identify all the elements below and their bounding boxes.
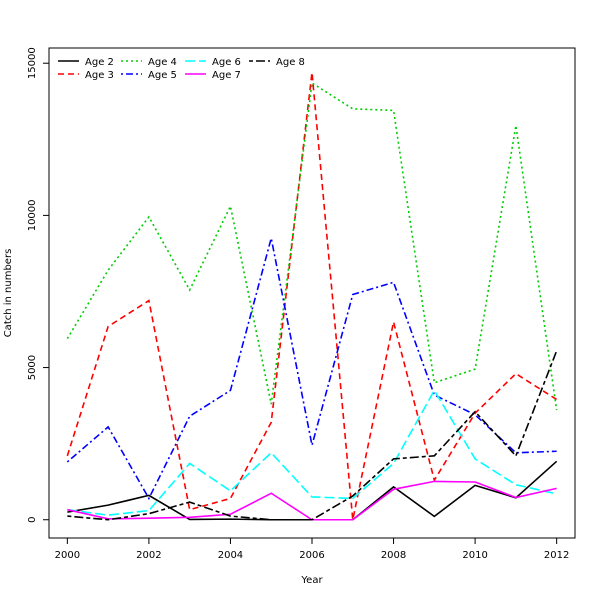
x-tick-label: 2000	[55, 550, 80, 561]
legend-label: Age 5	[148, 70, 177, 81]
legend-label: Age 2	[85, 57, 114, 68]
x-axis: 2000 2002 2004 2006 2008 2010 2012	[55, 537, 569, 561]
series-line-age-5	[66, 238, 557, 501]
plot-frame	[48, 47, 576, 539]
legend-label: Age 6	[212, 57, 241, 68]
series-line-age-4	[66, 81, 558, 411]
y-tick-label: 0	[27, 517, 38, 523]
y-tick-label: 15000	[27, 47, 38, 79]
legend-label: Age 4	[148, 57, 177, 68]
x-tick-label: 2002	[136, 550, 161, 561]
series-line-age-8	[67, 350, 558, 521]
legend: Age 2 Age 3 Age 4 Age 5 Age 6 Age 7 Age 8	[58, 57, 305, 81]
x-tick-label: 2006	[299, 550, 324, 561]
x-tick-label: 2008	[381, 550, 406, 561]
y-axis-title: Catch in numbers	[3, 249, 14, 338]
legend-label: Age 8	[276, 57, 305, 68]
y-axis: 0 5000 10000 15000	[27, 47, 50, 523]
x-tick-label: 2010	[462, 550, 487, 561]
x-tick-label: 2012	[544, 550, 569, 561]
x-tick-label: 2004	[218, 550, 243, 561]
legend-label: Age 7	[212, 70, 241, 81]
series-line-age-6	[67, 388, 557, 516]
series-layer	[66, 72, 558, 521]
y-tick-label: 10000	[27, 199, 38, 231]
legend-label: Age 3	[85, 70, 114, 81]
x-axis-title: Year	[300, 575, 323, 586]
y-tick-label: 5000	[27, 355, 38, 380]
series-line-age-3	[66, 72, 558, 520]
